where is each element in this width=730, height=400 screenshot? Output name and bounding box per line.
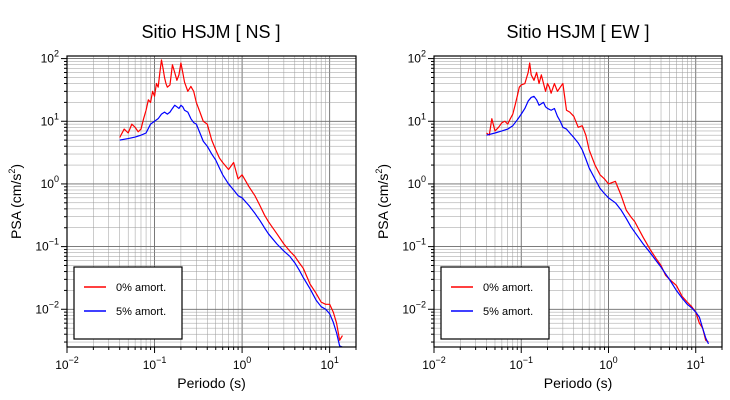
x-tick-label: 101	[320, 355, 338, 372]
x-tick-label: 10−2	[422, 355, 446, 372]
x-tick-label: 100	[599, 355, 617, 372]
y-tick-label: 100	[41, 174, 59, 191]
x-axis-label: Periodo (s)	[544, 375, 612, 391]
x-tick-label: 10−1	[509, 355, 533, 372]
y-tick-label: 100	[408, 174, 426, 191]
legend-label: 5% amort.	[483, 306, 533, 318]
series-line-damped	[119, 104, 343, 348]
y-axis-label: PSA (cm/s2)	[374, 164, 391, 239]
legend-label: 0% amort.	[483, 282, 533, 294]
chart-panel-0: Sitio HSJM [ NS ] 10−2 10−1 100 101 10−2 10−1 1…	[7, 22, 357, 391]
legend-label: 0% amort.	[116, 282, 166, 294]
plot-frame	[66, 55, 357, 348]
y-tick-label: 10−2	[35, 299, 59, 316]
x-axis-label: Periodo (s)	[177, 375, 245, 391]
series-line-undamped	[119, 59, 343, 341]
chart-title: Sitio HSJM [ EW ]	[506, 22, 649, 42]
chart-title: Sitio HSJM [ NS ]	[141, 22, 280, 42]
y-tick-label: 101	[41, 111, 59, 128]
legend: 0% amort. 5% amort.	[73, 266, 183, 340]
chart-panel-1: Sitio HSJM [ EW ] 10−2 10−1 100 101 10−2 10−1 1…	[374, 22, 723, 391]
x-tick-label: 10−2	[55, 355, 79, 372]
legend: 0% amort. 5% amort.	[440, 266, 550, 340]
legend-box	[440, 266, 550, 340]
legend-label: 5% amort.	[116, 306, 166, 318]
y-tick-label: 10−1	[35, 237, 59, 254]
y-tick-label: 10−2	[402, 299, 426, 316]
x-tick-label: 101	[687, 355, 705, 372]
x-tick-label: 10−1	[143, 355, 167, 372]
y-tick-label: 102	[41, 49, 59, 66]
x-tick-label: 100	[233, 355, 251, 372]
legend-box	[73, 266, 183, 340]
y-tick-label: 101	[408, 111, 426, 128]
plot-frame	[433, 55, 723, 348]
y-tick-label: 10−1	[402, 237, 426, 254]
series-line-damped	[486, 95, 710, 345]
y-tick-label: 102	[408, 49, 426, 66]
y-axis-label: PSA (cm/s2)	[7, 164, 24, 239]
